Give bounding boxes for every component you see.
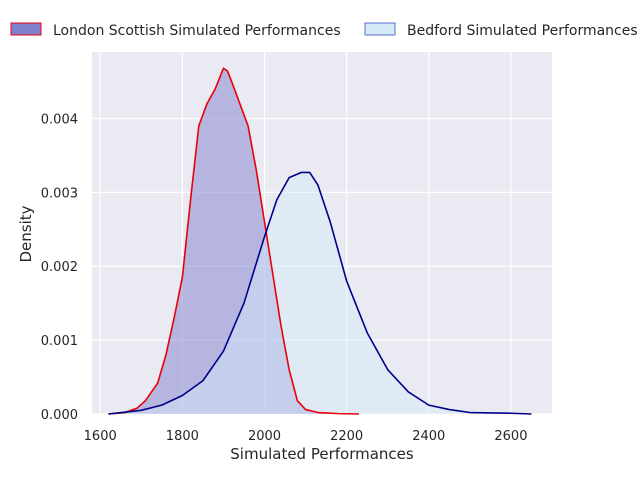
y-tick-label: 0.000: [41, 408, 78, 423]
legend-swatch-london-scottish: [10, 22, 42, 36]
legend-swatch-bedford: [364, 22, 396, 36]
series-areas: [108, 68, 532, 414]
area-london-scottish: [108, 68, 359, 414]
line-bedford: [108, 171, 532, 415]
y-tick-label: 0.003: [41, 186, 78, 201]
legend-label-london-scottish: London Scottish Simulated Performances: [53, 23, 341, 39]
x-tick-label: 2600: [494, 429, 527, 444]
x-tick-labels: 1600 1800 2000 2200 2400 2600: [84, 429, 528, 444]
y-axis-label: Density: [17, 205, 35, 262]
x-tick-label: 2200: [330, 429, 363, 444]
area-bedford: [108, 172, 532, 414]
x-axis-label: Simulated Performances: [230, 445, 414, 463]
y-tick-label: 0.004: [41, 112, 78, 127]
x-tick-label: 1600: [84, 429, 117, 444]
y-tick-label: 0.001: [41, 334, 78, 349]
series-lines: [108, 67, 532, 415]
line-london-scottish: [108, 67, 359, 415]
y-tick-label: 0.002: [41, 260, 78, 275]
x-tick-label: 1800: [166, 429, 199, 444]
x-tick-label: 2400: [412, 429, 445, 444]
x-tick-label: 2000: [248, 429, 281, 444]
legend: London Scottish Simulated Performances B…: [10, 22, 638, 39]
y-tick-labels: 0.000 0.001 0.002 0.003 0.004: [41, 112, 78, 423]
legend-label-bedford: Bedford Simulated Performances: [407, 23, 638, 39]
